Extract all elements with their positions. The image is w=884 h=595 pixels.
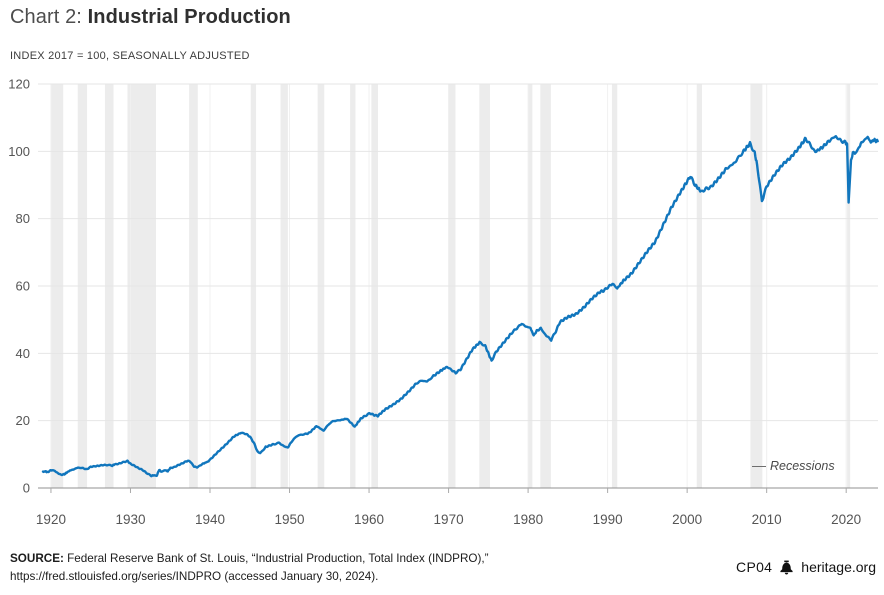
site-name: heritage.org [801,559,876,575]
recession-legend-swatch-icon [752,465,766,467]
y-axis-tick-label: 20 [16,413,30,428]
chart-number-label: Chart 2: [10,6,88,28]
x-axis-tick-label: 1980 [513,512,543,527]
x-axis-tick-label: 1920 [36,512,66,527]
chart-title: Industrial Production [87,6,291,28]
chart-code: CP04 [736,559,773,575]
x-axis-tick-label: 1970 [434,512,464,527]
source-note: SOURCE: Federal Reserve Bank of St. Loui… [10,550,489,585]
chart-credit: CP04 heritage.org [736,559,876,575]
y-axis-tick-label: 40 [16,346,30,361]
page-title: Chart 2: Industrial Production [10,6,291,29]
x-axis-tick-label: 1950 [275,512,305,527]
x-axis-tick-label: 2020 [831,512,861,527]
y-axis-tick-label: 60 [16,279,30,294]
y-axis-tick-label: 0 [23,481,30,496]
chart-legend: Recessions [752,459,835,473]
x-axis-tick-label: 1990 [593,512,623,527]
x-axis-tick-label: 2010 [752,512,782,527]
source-line-2: https://fred.stlouisfed.org/series/INDPR… [10,569,379,583]
recession-legend-label: Recessions [770,459,835,473]
chart-units-subtitle: INDEX 2017 = 100, SEASONALLY ADJUSTED [10,50,250,62]
x-axis-tick-label: 1960 [354,512,384,527]
x-axis-tick-label: 1940 [195,512,225,527]
x-axis-tick-label: 2000 [672,512,702,527]
source-text: Federal Reserve Bank of St. Louis, “Indu… [63,552,489,565]
indpro-data-line [41,134,879,478]
source-label: SOURCE: [10,552,64,565]
liberty-bell-icon [780,560,793,574]
y-axis-tick-label: 80 [16,211,30,226]
source-line-1: SOURCE: Federal Reserve Bank of St. Loui… [10,550,489,568]
y-axis-tick-label: 120 [8,77,30,92]
y-axis-tick-label: 100 [8,144,30,159]
x-axis-tick-label: 1930 [115,512,145,527]
